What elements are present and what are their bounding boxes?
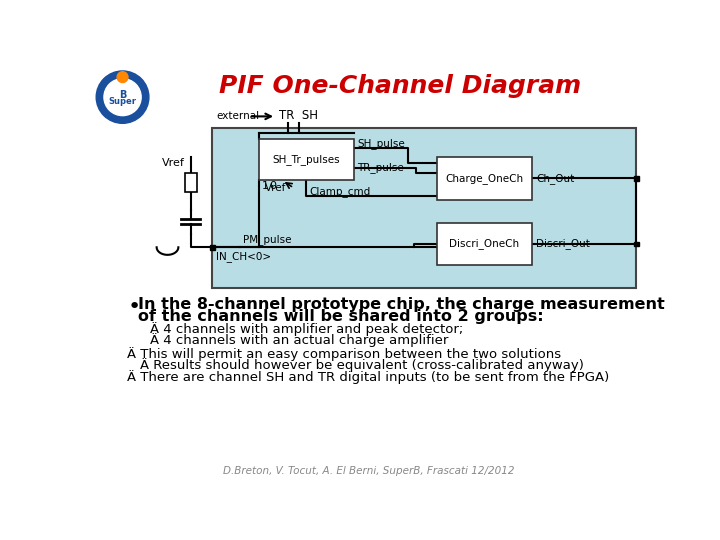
Text: SH_Tr_pulses: SH_Tr_pulses (272, 154, 340, 165)
Text: Clamp_cmd: Clamp_cmd (310, 186, 371, 197)
Text: Discri_OneCh: Discri_OneCh (449, 238, 520, 249)
FancyBboxPatch shape (437, 157, 532, 200)
Text: •: • (127, 298, 140, 318)
FancyBboxPatch shape (259, 139, 354, 180)
Text: PM_pulse: PM_pulse (243, 234, 292, 245)
Text: 0: 0 (269, 181, 276, 192)
Text: IN_CH<0>: IN_CH<0> (216, 251, 271, 262)
Text: of the channels will be shared into 2 groups:: of the channels will be shared into 2 gr… (138, 309, 544, 324)
Text: Vref: Vref (265, 183, 287, 193)
FancyBboxPatch shape (184, 173, 197, 192)
Text: In the 8-channel prototype chip, the charge measurement: In the 8-channel prototype chip, the cha… (138, 298, 665, 312)
Circle shape (117, 72, 128, 83)
Text: TR  SH: TR SH (279, 109, 318, 122)
Text: Ä This will permit an easy comparison between the two solutions: Ä This will permit an easy comparison be… (127, 347, 562, 361)
Text: Super: Super (109, 97, 137, 106)
Text: B: B (119, 90, 126, 100)
Text: Vref: Vref (162, 158, 184, 168)
Circle shape (96, 71, 149, 123)
FancyBboxPatch shape (212, 128, 636, 288)
Text: 1: 1 (261, 181, 269, 192)
Text: Discri_Out: Discri_Out (536, 238, 590, 249)
Text: Charge_OneCh: Charge_OneCh (446, 173, 523, 184)
FancyBboxPatch shape (634, 176, 639, 181)
FancyBboxPatch shape (634, 241, 639, 246)
Text: external: external (216, 111, 259, 122)
Text: Ä Results should however be equivalent (cross-calibrated anyway): Ä Results should however be equivalent (… (140, 358, 584, 372)
Text: SH_pulse: SH_pulse (357, 138, 405, 149)
FancyBboxPatch shape (210, 245, 215, 249)
Circle shape (104, 79, 141, 116)
Text: Ä 4 channels with amplifier and peak detector;: Ä 4 channels with amplifier and peak det… (150, 322, 464, 336)
Text: TR_pulse: TR_pulse (357, 163, 404, 173)
Text: Ä 4 channels with an actual charge amplifier: Ä 4 channels with an actual charge ampli… (150, 334, 449, 348)
Text: Ä There are channel SH and TR digital inputs (to be sent from the FPGA): Ä There are channel SH and TR digital in… (127, 370, 609, 384)
Text: D.Breton, V. Tocut, A. El Berni, SuperB, Frascati 12/2012: D.Breton, V. Tocut, A. El Berni, SuperB,… (223, 465, 515, 476)
Text: PIF One-Channel Diagram: PIF One-Channel Diagram (219, 75, 581, 98)
FancyBboxPatch shape (437, 222, 532, 265)
Text: Ch_Out: Ch_Out (536, 173, 575, 184)
